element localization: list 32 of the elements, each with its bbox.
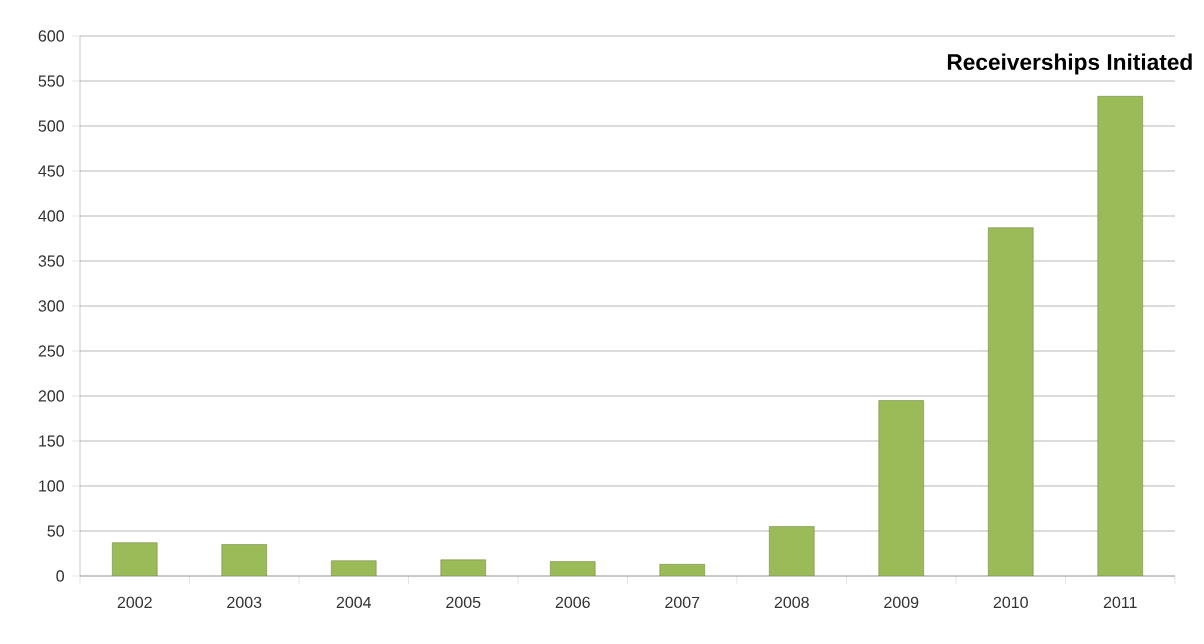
x-tick-label: 2005 bbox=[446, 596, 481, 609]
y-tick-label: 100 bbox=[39, 480, 64, 492]
x-tick-label: 2003 bbox=[227, 596, 262, 609]
y-tick-label: 400 bbox=[38, 210, 64, 222]
text: Receiverships Initiated bbox=[947, 53, 1192, 75]
x-tick-label: 2011 bbox=[1103, 596, 1137, 609]
bar bbox=[440, 559, 486, 576]
bar bbox=[331, 560, 377, 576]
bar bbox=[112, 542, 158, 576]
x-tick-label: 2010 bbox=[993, 596, 1028, 609]
y-tick-label: 250 bbox=[38, 345, 64, 357]
bar bbox=[769, 526, 815, 576]
y-tick-label: 200 bbox=[38, 390, 64, 402]
y-tick-label: 350 bbox=[38, 255, 64, 267]
x-tick-label: 2007 bbox=[665, 596, 700, 609]
bar bbox=[988, 227, 1034, 576]
y-tick-label: 450 bbox=[38, 165, 64, 177]
y-tick-label: 0 bbox=[56, 570, 65, 582]
x-tick-label: 2008 bbox=[774, 596, 809, 609]
y-tick-label: 550 bbox=[38, 75, 64, 87]
y-tick-label: 600 bbox=[38, 30, 64, 42]
x-tick-label: 2006 bbox=[555, 596, 590, 609]
y-tick-label: 150 bbox=[39, 435, 64, 447]
bar bbox=[878, 400, 924, 576]
y-tick-label: 50 bbox=[47, 525, 65, 537]
y-tick-label: 500 bbox=[38, 120, 64, 132]
bar bbox=[1097, 96, 1143, 576]
x-tick-label: 2002 bbox=[117, 596, 152, 609]
x-tick-label: 2004 bbox=[336, 596, 372, 609]
y-tick-label: 300 bbox=[38, 300, 64, 312]
bar bbox=[221, 544, 267, 576]
x-tick-label: 2009 bbox=[884, 596, 919, 609]
